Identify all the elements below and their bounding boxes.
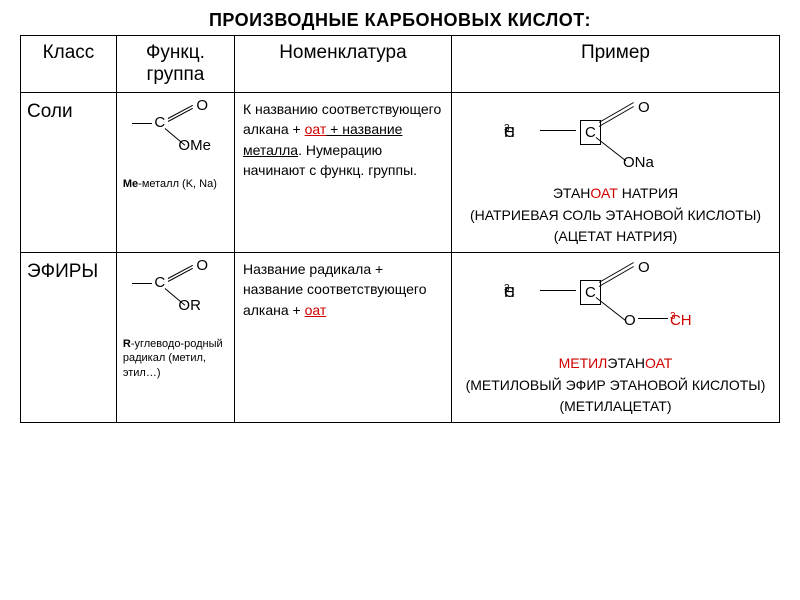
header-nomenclature: Номенклатура xyxy=(234,36,451,93)
nomen-salts: К названию соответствующего алкана + оат… xyxy=(234,93,451,253)
derivatives-table: Класс Функц. группа Номенклатура Пример … xyxy=(20,35,780,423)
structure-ester-generic: C O OR xyxy=(130,261,220,331)
class-salts: Соли xyxy=(21,93,117,253)
structure-salt-generic: C O OMe xyxy=(130,101,220,171)
nomen-esters: Название радикала + название соответству… xyxy=(234,253,451,423)
example-esters: H3C C O O CH3 МЕТИЛЭТАНОАТ (МЕТИЛОВЫЙ ЭФ… xyxy=(451,253,779,423)
example-salts: H3C C O ONa ЭТАНОАТ НАТРИЯ (НАТРИЕВАЯ СО… xyxy=(451,93,779,253)
class-esters: ЭФИРЫ xyxy=(21,253,117,423)
group-salts-caption: Me-металл (K, Na) xyxy=(123,177,228,191)
header-example: Пример xyxy=(451,36,779,93)
header-row: Класс Функц. группа Номенклатура Пример xyxy=(21,36,780,93)
structure-sodium-ethanoate: H3C C O ONa xyxy=(498,101,718,181)
group-esters-caption: R-углеводо-родный радикал (метил, этил…) xyxy=(123,337,228,380)
group-esters: C O OR R-углеводо-родный радикал (метил,… xyxy=(116,253,234,423)
header-group: Функц. группа xyxy=(116,36,234,93)
example-esters-names: МЕТИЛЭТАНОАТ (МЕТИЛОВЫЙ ЭФИР ЭТАНОВОЙ КИ… xyxy=(458,353,773,418)
row-esters: ЭФИРЫ C O OR R-углеводо-родный радикал (… xyxy=(21,253,780,423)
structure-methyl-ethanoate: H3C C O O CH3 xyxy=(498,261,738,351)
row-salts: Соли C O OMe Me-металл (K, Na) К названи… xyxy=(21,93,780,253)
example-salts-names: ЭТАНОАТ НАТРИЯ (НАТРИЕВАЯ СОЛЬ ЭТАНОВОЙ … xyxy=(458,183,773,248)
page-title: ПРОИЗВОДНЫЕ КАРБОНОВЫХ КИСЛОТ: xyxy=(20,10,780,31)
group-salts: C O OMe Me-металл (K, Na) xyxy=(116,93,234,253)
header-class: Класс xyxy=(21,36,117,93)
